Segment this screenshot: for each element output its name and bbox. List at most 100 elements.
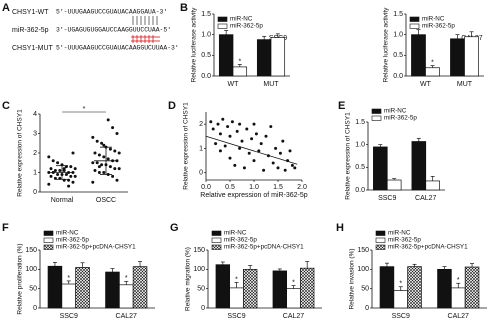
point	[240, 139, 244, 143]
point	[218, 132, 222, 136]
bar	[437, 268, 452, 309]
point	[111, 174, 115, 178]
y-tick-label: 0	[33, 305, 37, 312]
point	[264, 134, 268, 138]
legend-label: miR-NC	[224, 230, 247, 237]
point	[97, 153, 101, 157]
point	[47, 155, 51, 159]
y-axis-label: Relative invasion (%)	[349, 248, 356, 309]
bar	[229, 287, 244, 309]
point	[93, 151, 97, 155]
x-tick-label: SSC9	[392, 313, 410, 320]
point	[113, 167, 117, 171]
point	[106, 157, 110, 161]
point	[64, 172, 68, 176]
point	[97, 171, 101, 174]
y-tick-label: 100	[193, 266, 205, 273]
point	[257, 149, 261, 153]
point	[49, 167, 53, 171]
point	[247, 151, 251, 155]
y-tick-label: 150	[193, 247, 205, 254]
point	[69, 174, 73, 178]
point	[113, 149, 117, 153]
point	[71, 151, 75, 155]
significance: *	[83, 106, 86, 113]
y-tick-label: 1.0	[201, 32, 211, 39]
bar	[215, 264, 231, 309]
point	[51, 159, 55, 163]
bar	[379, 266, 395, 309]
legend-swatch	[409, 16, 420, 22]
bar	[299, 267, 315, 309]
point	[73, 174, 77, 178]
point	[218, 149, 222, 153]
point	[228, 156, 232, 160]
x-tick-label: 0.5	[225, 184, 235, 191]
point	[117, 167, 121, 171]
point	[233, 163, 237, 167]
y-tick-label: 0.5	[393, 52, 403, 59]
legend-label: miR-362-5p	[388, 237, 421, 244]
point	[95, 161, 99, 165]
point	[58, 169, 62, 173]
bar	[256, 39, 272, 77]
y-tick-label: 150	[357, 247, 369, 254]
x-tick-label: 0.0	[201, 184, 211, 191]
point	[108, 147, 112, 151]
point	[235, 129, 239, 133]
y-tick-label: 100	[357, 266, 369, 273]
bar	[242, 268, 258, 309]
bar	[47, 265, 63, 309]
y-tick-label: 0.0	[355, 187, 365, 194]
x-axis-label: Relative expression of miR-362-5p	[200, 192, 307, 199]
row-name: CHSY1-MUT	[12, 45, 54, 52]
point	[276, 166, 280, 170]
row-name: CHSY1-WT	[12, 9, 49, 16]
point	[226, 125, 230, 129]
point	[115, 132, 119, 135]
point	[254, 132, 258, 136]
bar	[411, 34, 426, 77]
y-tick-label: 2	[199, 121, 203, 128]
significance: *	[235, 276, 238, 283]
legend-swatch	[217, 16, 228, 22]
point	[117, 151, 121, 155]
panel-label: H	[336, 222, 344, 234]
point	[293, 166, 297, 170]
y-axis-label: Relative luciferase activity	[191, 7, 198, 83]
point	[102, 155, 106, 159]
legend-swatch	[375, 244, 386, 250]
sequence: 3'-UGAGUGUGGAUCCAAGGUUCCUAA-5'	[56, 27, 171, 34]
significance: *	[399, 281, 402, 288]
sequence: 5'-UUUGAAGUCCGUAUACAAGGUCUUAA-3'	[56, 45, 179, 52]
panel-label: A	[2, 2, 10, 14]
y-tick-label: 0.5	[355, 164, 365, 171]
y-tick-label: 0.0	[393, 73, 403, 80]
legend-swatch	[211, 237, 222, 243]
point	[56, 172, 60, 176]
bar	[270, 37, 286, 77]
legend-swatch	[375, 230, 386, 236]
point	[67, 184, 71, 188]
point	[209, 120, 213, 124]
y-tick-label: 50	[197, 286, 205, 293]
bar	[232, 66, 248, 77]
point	[47, 171, 51, 174]
legend-swatch	[43, 237, 54, 243]
x-tick-label: OSCC	[96, 197, 116, 204]
x-tick-label: CAL27	[448, 313, 470, 320]
legend-label: miR-NC	[384, 108, 407, 115]
point	[223, 144, 227, 148]
legend-swatch	[43, 230, 54, 236]
y-tick-label: 1.5	[393, 11, 403, 18]
bar	[272, 270, 288, 309]
point	[100, 141, 104, 145]
point	[62, 167, 66, 171]
significance: *	[457, 277, 460, 284]
point	[290, 163, 294, 167]
legend-label: miR-362-5p	[56, 237, 89, 244]
bar	[450, 38, 465, 77]
bar	[61, 283, 76, 309]
mutation-marks	[131, 35, 160, 43]
y-tick-label: 4	[33, 111, 37, 118]
